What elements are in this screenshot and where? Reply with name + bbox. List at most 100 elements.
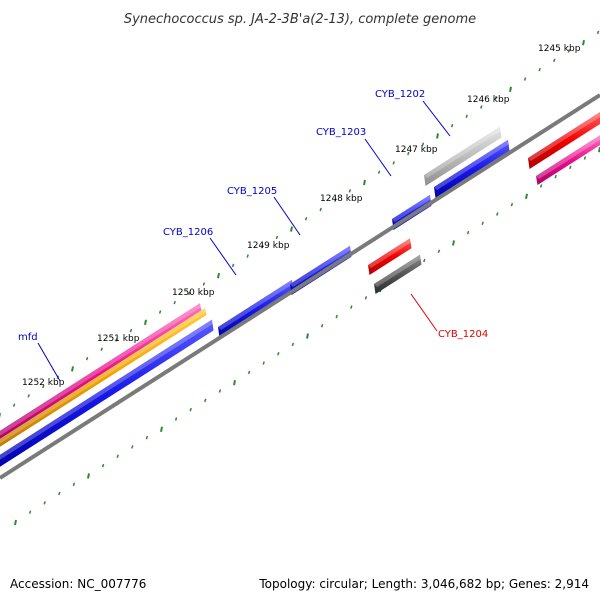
scale-tick-upper	[567, 49, 571, 53]
scale-tick-lower	[204, 398, 207, 403]
feature-cds-blue-1202[interactable]	[434, 139, 510, 198]
scale-tick-upper	[465, 114, 468, 119]
scale-tick-lower	[277, 352, 280, 356]
scale-tick-upper	[100, 347, 103, 351]
feature-magenta-right[interactable]	[536, 135, 600, 185]
scale-tick-upper	[538, 67, 541, 72]
scale-tick-upper	[480, 105, 483, 109]
gene-label-cyb1204[interactable]: CYB_1204	[438, 329, 488, 340]
scale-tick-upper	[304, 217, 308, 221]
scale-tick-upper	[596, 30, 600, 35]
scale-tick-upper	[363, 179, 366, 186]
scale-tick-upper	[290, 226, 293, 232]
scale-tick-upper	[553, 58, 556, 63]
scale-tick-lower	[58, 491, 61, 496]
scale-tick-lower	[525, 193, 528, 200]
feature-cds-red-1204[interactable]	[368, 238, 412, 275]
scale-tick-upper	[523, 77, 527, 81]
scale-tick-upper	[377, 170, 381, 174]
scale-tick-lower	[569, 165, 572, 170]
feature-orange-highlight	[0, 307, 208, 444]
feature-cds-blue-mfd[interactable]	[0, 319, 214, 469]
scale-tick-lower	[14, 519, 17, 526]
scale-tick-upper	[407, 151, 410, 156]
scale-tick-lower	[72, 482, 76, 486]
feature-magenta-mfd-highlight	[0, 303, 203, 436]
feature-cds-red-1204-highlight	[368, 238, 413, 268]
feature-red-right-highlight	[528, 112, 600, 161]
map-title: Synechococcus sp. JA-2-3B'a(2-13), compl…	[124, 12, 476, 27]
leader-line-cyb1203	[364, 138, 392, 177]
scale-tick-lower	[539, 184, 543, 188]
scale-label-1246: 1246 kbp	[467, 95, 510, 105]
feature-gray-1202[interactable]	[424, 126, 502, 186]
gene-label-cyb1203[interactable]: CYB_1203	[316, 127, 366, 138]
scale-tick-upper	[202, 282, 206, 286]
gene-label-mfd[interactable]: mfd	[18, 332, 38, 343]
scale-tick-lower	[87, 473, 90, 479]
gene-label-cyb1205[interactable]: CYB_1205	[227, 186, 277, 197]
feature-orange[interactable]	[0, 307, 207, 449]
scale-tick-upper	[42, 384, 45, 389]
scale-tick-lower	[335, 314, 338, 319]
scale-tick-lower	[174, 417, 178, 421]
scale-tick-upper	[261, 245, 264, 249]
feature-cds-blue-1206[interactable]	[218, 279, 294, 338]
scale-tick-lower	[43, 501, 46, 505]
feature-red-right[interactable]	[528, 112, 600, 169]
accession-text: Accession: NC_007776	[10, 577, 147, 591]
scale-tick-lower	[116, 454, 119, 458]
feature-cds-blue-1203-highlight	[392, 194, 433, 222]
feature-cds-blue-1202-highlight	[434, 139, 511, 190]
scale-tick-lower	[481, 221, 484, 226]
scale-label-1251: 1251 kbp	[97, 334, 140, 344]
scale-tick-lower	[306, 333, 309, 339]
scale-tick-upper	[71, 366, 74, 372]
scale-tick-upper	[12, 403, 16, 407]
scale-tick-upper	[173, 300, 176, 305]
scale-tick-upper	[144, 319, 147, 325]
scale-tick-lower	[437, 249, 441, 253]
gene-label-cyb1202[interactable]: CYB_1202	[375, 89, 425, 100]
scale-tick-lower	[510, 202, 514, 207]
scale-label-1247: 1247 kbp	[395, 145, 438, 155]
genome-summary-text: Topology: circular; Length: 3,046,682 bp…	[259, 577, 589, 591]
scale-tick-lower	[466, 230, 470, 235]
scale-tick-lower	[554, 174, 557, 179]
scale-tick-upper	[85, 356, 89, 361]
feature-cds-blue-1205-highlight	[290, 245, 353, 287]
scale-tick-lower	[452, 240, 455, 246]
feature-magenta-right-highlight	[536, 135, 600, 179]
leader-line-mfd	[37, 342, 61, 382]
scale-tick-upper	[392, 161, 395, 165]
feature-dark-gray-1204[interactable]	[374, 254, 422, 294]
leader-line-cyb1205	[273, 196, 301, 236]
feature-magenta-mfd[interactable]	[0, 303, 202, 442]
scale-tick-lower	[145, 435, 149, 440]
scale-tick-upper	[275, 235, 279, 240]
scale-tick-upper	[129, 328, 133, 333]
scale-label-1245: 1245 kbp	[538, 44, 581, 54]
feature-cds-blue-1206-highlight	[218, 279, 295, 330]
scale-tick-lower	[28, 510, 32, 514]
scale-tick-upper	[231, 263, 235, 268]
scale-label-1248: 1248 kbp	[320, 194, 363, 204]
scale-tick-lower	[291, 342, 295, 347]
scale-tick-upper	[348, 189, 352, 193]
scale-tick-lower	[160, 426, 163, 432]
scale-tick-lower	[496, 212, 499, 216]
leader-line-cyb1202	[422, 100, 451, 137]
scale-tick-lower	[131, 445, 134, 449]
scale-tick-upper	[27, 394, 30, 398]
scale-tick-upper	[436, 133, 439, 139]
gene-label-cyb1206[interactable]: CYB_1206	[163, 227, 213, 238]
scale-tick-upper	[246, 254, 249, 258]
scale-tick-upper	[450, 123, 454, 128]
scale-label-1250: 1250 kbp	[172, 288, 215, 298]
scale-tick-upper	[115, 338, 118, 342]
leader-line-cyb1204	[410, 293, 438, 332]
scale-tick-upper	[509, 86, 512, 93]
leader-line-cyb1206	[209, 237, 237, 276]
scale-label-1252: 1252 kbp	[22, 378, 65, 388]
scale-tick-upper	[158, 310, 162, 314]
